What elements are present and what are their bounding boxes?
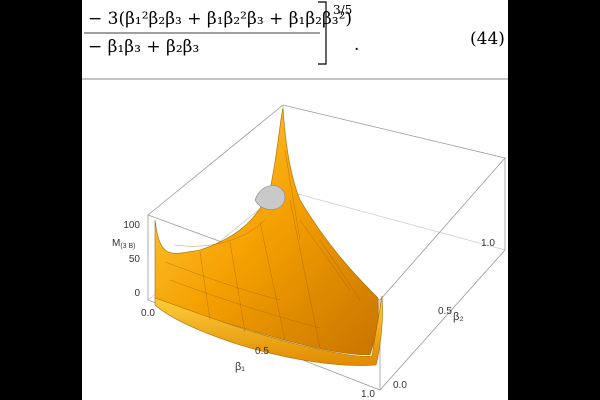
y-tick-label: 0.5 — [438, 306, 452, 317]
y-tick-label: 1.0 — [481, 238, 495, 249]
z-label-sub: (3 B) — [120, 243, 135, 250]
x-axis-label: β₁ — [235, 361, 245, 373]
x-tick-label: 0.5 — [255, 346, 269, 357]
z-tick-label: 50 — [129, 254, 141, 265]
x-tick-label: 0.0 — [141, 308, 155, 319]
y-tick-label: 0.0 — [393, 380, 407, 391]
equation-number: (44) — [470, 29, 505, 49]
x-tick-label: 1.0 — [361, 389, 375, 400]
z-label-main: M — [112, 238, 120, 249]
equation-denominator: − β₁β₃ + β₂β₃ — [88, 37, 199, 57]
z-tick-label: 0 — [134, 288, 140, 299]
equation-exponent: 3/5 — [333, 3, 352, 17]
y-axis-label: β₂ — [453, 311, 464, 323]
z-tick-label: 100 — [123, 220, 140, 231]
equation-numerator: − 3(β₁²β₂β₃ + β₁β₂²β₃ + β₁β₂β₃²) — [88, 9, 352, 29]
equation-period: . — [354, 35, 359, 55]
bracket — [318, 1, 327, 65]
surface — [154, 107, 383, 366]
z-axis-label: M(3 B) — [112, 238, 136, 250]
